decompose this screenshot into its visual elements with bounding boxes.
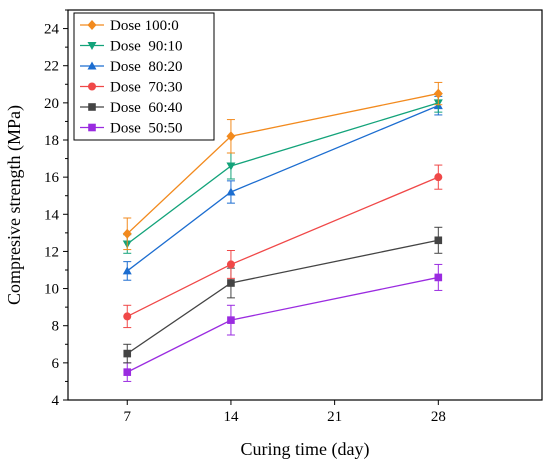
legend-label: Dose 100:0 [110, 18, 179, 34]
data-point [226, 260, 235, 269]
series-line [126, 276, 439, 373]
series-layer [122, 81, 443, 382]
y-tick-label: 14 [44, 207, 60, 223]
legend-marker [88, 123, 96, 132]
y-tick-label: 10 [44, 282, 59, 298]
data-point [433, 88, 443, 99]
y-tick-label: 16 [44, 170, 60, 186]
y-tick-label: 12 [44, 244, 59, 260]
data-point [226, 162, 236, 171]
legend-marker [87, 61, 97, 70]
data-point [434, 173, 443, 182]
series-group [123, 164, 443, 329]
series-line [126, 239, 439, 355]
plot-frame [67, 9, 543, 401]
x-tick-label: 21 [327, 409, 342, 425]
y-tick-label: 20 [44, 96, 59, 112]
x-tick-label: 7 [124, 409, 132, 425]
x-tick-label: 14 [223, 409, 239, 425]
data-point [227, 316, 235, 324]
data-point [434, 236, 443, 245]
data-point [123, 368, 132, 376]
data-point [434, 273, 443, 282]
legend-label: Dose 80:20 [110, 59, 183, 75]
y-tick-label: 18 [44, 133, 59, 149]
data-point [122, 266, 132, 275]
legend-label: Dose 70:30 [110, 80, 183, 96]
legend-box [73, 12, 215, 141]
series-group [122, 81, 443, 251]
legend-label: Dose 60:40 [110, 100, 183, 116]
legend-marker [87, 42, 97, 50]
x-axis-label: Curing time (day) [241, 439, 370, 460]
y-tick-label: 22 [44, 59, 59, 75]
y-tick-label: 24 [44, 22, 60, 38]
legend: Dose 100:0 Dose 90:10 Dose 80:20 Dose 70:30… [73, 12, 215, 141]
y-tick-label: 8 [52, 319, 60, 335]
data-point [122, 228, 132, 239]
series-group [123, 263, 443, 382]
y-tick-label: 4 [52, 393, 60, 409]
axis-ticks: 7 14 21 28 4 6 8 10 12 14 16 18 20 22 24 [44, 9, 446, 425]
x-tick-label: 28 [431, 409, 446, 425]
series-group [123, 226, 443, 364]
data-point [123, 349, 132, 358]
legend-label: Dose 90:10 [110, 39, 183, 55]
data-point [123, 312, 132, 321]
legend-marker [87, 20, 97, 30]
data-point [227, 279, 235, 287]
data-point [226, 131, 236, 142]
y-axis-label: Compresive strength (MPa) [4, 105, 25, 305]
legend-label: Dose 50:50 [110, 121, 183, 137]
legend-marker [88, 103, 96, 111]
series-line [126, 176, 439, 318]
y-tick-label: 6 [52, 356, 60, 372]
data-point [226, 187, 236, 196]
legend-marker [88, 82, 96, 91]
